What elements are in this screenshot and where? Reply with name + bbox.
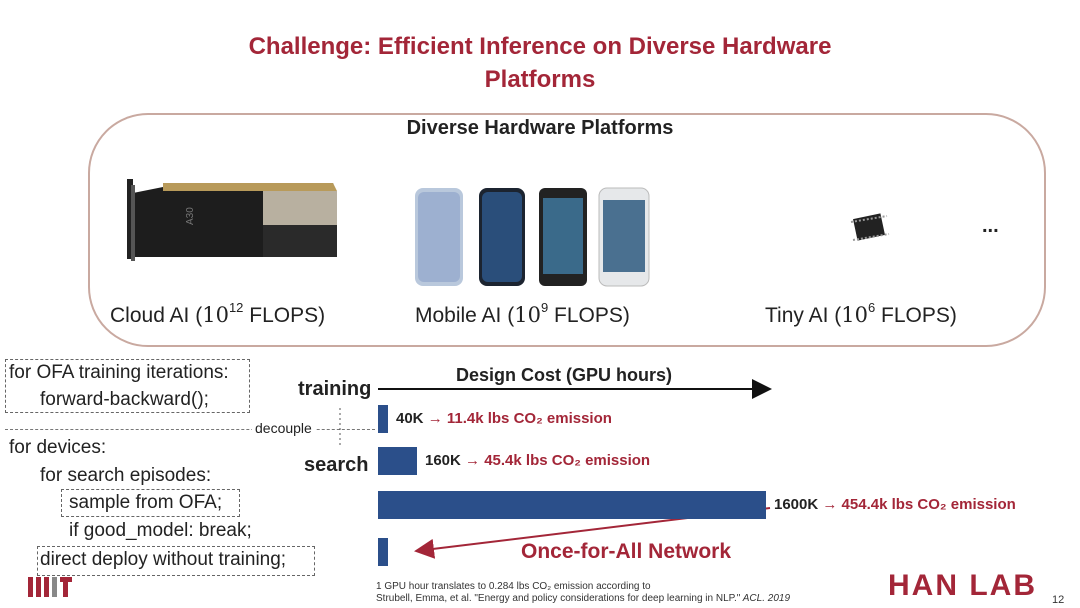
ofa-network-label: Once-for-All Network [521,540,732,563]
decouple-divider [5,429,375,430]
design-cost-bar-4 [378,538,388,566]
footnote-line-1: 1 GPU hour translates to 0.284 lbs CO₂ e… [376,581,651,592]
gpu-card-image: A30 [127,179,337,261]
tiny-ai-caption: Tiny AI (106 FLOPS) [765,300,957,327]
slide-title: Challenge: Efficient Inference on Divers… [0,30,1080,96]
more-platforms-ellipsis: ... [982,215,999,237]
title-line-1: Challenge: Efficient Inference on Divers… [248,33,832,60]
hardware-heading: Diverse Hardware Platforms [406,117,674,139]
svg-text:A30: A30 [185,207,196,225]
deploy-code-box [37,546,315,576]
training-code-box [5,359,250,413]
design-cost-bar-1 [378,405,388,433]
page-number: 12 [1052,594,1065,606]
mit-logo [28,577,72,597]
decouple-label: decouple [252,420,315,436]
code-line-3: for devices: [9,437,107,458]
code-line-6: if good_model: break; [69,520,252,541]
sample-code-box [61,489,240,517]
design-cost-bar-3 [378,491,766,519]
hardware-panel [88,113,1046,347]
footnote-line-2: Strubell, Emma, et al. "Energy and polic… [376,593,791,604]
design-cost-bar-label-1: 40K → 11.4k lbs CO₂ emission [396,410,612,427]
code-line-7: direct deploy without training; [40,549,287,570]
microcontroller-chip-image [850,213,890,241]
design-cost-bar-label-2: 160K → 45.4k lbs CO₂ emission [425,452,651,469]
footnote: 1 GPU hour translates to 0.284 lbs CO₂ e… [376,581,790,605]
design-cost-heading: Design Cost (GPU hours) [456,365,673,385]
training-label: training [298,378,372,400]
code-line-2: forward-backward(); [40,389,209,410]
search-label: search [304,454,369,476]
cloud-ai-caption: Cloud AI (1012 FLOPS) [110,300,326,327]
hanlab-logo: HAN LAB [888,569,1037,602]
title-line-2: Platforms [484,66,596,93]
design-cost-bar-label-3: 1600K → 454.4k lbs CO₂ emission [774,496,1016,513]
code-line-5: sample from OFA; [69,492,223,513]
code-line-4: for search episodes: [40,465,212,486]
mobile-ai-caption: Mobile AI (109 FLOPS) [415,300,630,327]
smartphones-image [415,187,650,287]
design-cost-bar-2 [378,447,417,475]
code-line-1: for OFA training iterations: [9,362,229,383]
